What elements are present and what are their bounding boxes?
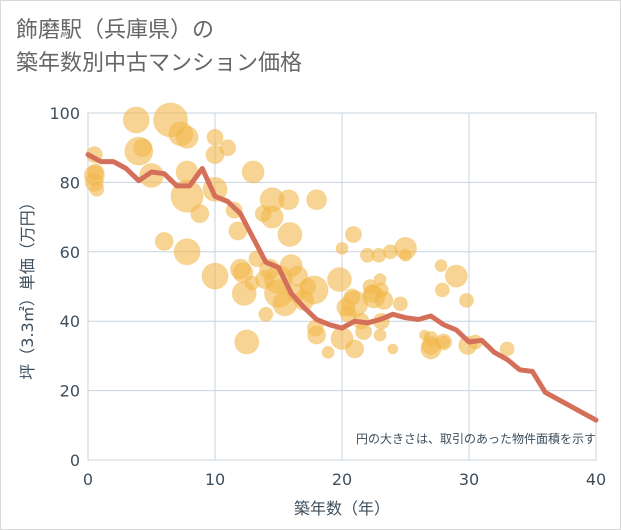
x-axis-label: 築年数（年） [294,499,390,518]
bubble-size-note: 円の大きさは、取引のあった物件面積を示す [356,431,596,446]
x-tick-label: 10 [205,470,225,489]
data-bubble [444,264,468,288]
data-bubble [392,296,408,312]
y-tick-label: 100 [49,104,80,123]
x-tick-label: 30 [459,470,479,489]
data-bubble [387,343,399,355]
data-bubble [307,325,327,345]
data-bubble [345,339,365,359]
data-bubble [219,139,237,157]
data-bubble [299,275,329,305]
data-bubble [154,231,174,251]
data-bubble [190,204,210,224]
x-tick-label: 0 [83,470,93,489]
data-bubble [434,259,448,273]
data-bubble [321,345,335,359]
data-bubble [133,138,153,158]
y-tick-label: 60 [60,243,80,262]
bubble-series [83,102,515,360]
data-bubble [260,205,284,229]
axis-ticks: 0 10 20 30 40 0 20 40 60 80 100 [49,104,606,489]
data-bubble [258,306,274,322]
data-bubble [373,273,387,287]
data-bubble [355,323,373,341]
data-bubble [326,267,352,293]
data-bubble [437,335,451,349]
data-bubble [434,282,450,298]
trend-line-group [85,152,599,423]
data-bubble [277,221,303,247]
y-axis-label: 坪（3.3㎡）単価（万円） [18,194,37,379]
chart-title-line-2: 築年数別中古マンション価格 [16,51,303,76]
data-bubble [234,329,260,355]
y-tick-label: 80 [60,173,80,192]
data-bubble [335,241,349,255]
data-bubble [499,341,515,357]
chart-title: 飾磨駅（兵庫県）の 築年数別中古マンション価格 [16,14,302,80]
data-bubble [89,181,105,197]
y-tick-label: 40 [60,312,80,331]
data-bubble [344,225,362,243]
data-bubble [206,128,224,146]
x-tick-label: 40 [586,470,606,489]
data-bubble [122,106,150,134]
chart-title-line-1: 飾磨駅（兵庫県）の [16,18,215,43]
data-bubble [87,163,105,181]
data-bubble [201,262,229,290]
x-tick-label: 20 [332,470,352,489]
data-bubble [173,238,201,266]
data-bubble [278,189,300,211]
y-tick-label: 20 [60,382,80,401]
data-bubble [175,125,199,149]
data-bubble [373,328,387,342]
data-bubble [241,160,265,184]
data-bubble [399,248,412,262]
trend-line [85,152,599,423]
data-bubble [306,189,328,211]
data-bubble [458,292,474,308]
y-tick-label: 0 [70,451,80,470]
data-bubble [374,290,394,310]
